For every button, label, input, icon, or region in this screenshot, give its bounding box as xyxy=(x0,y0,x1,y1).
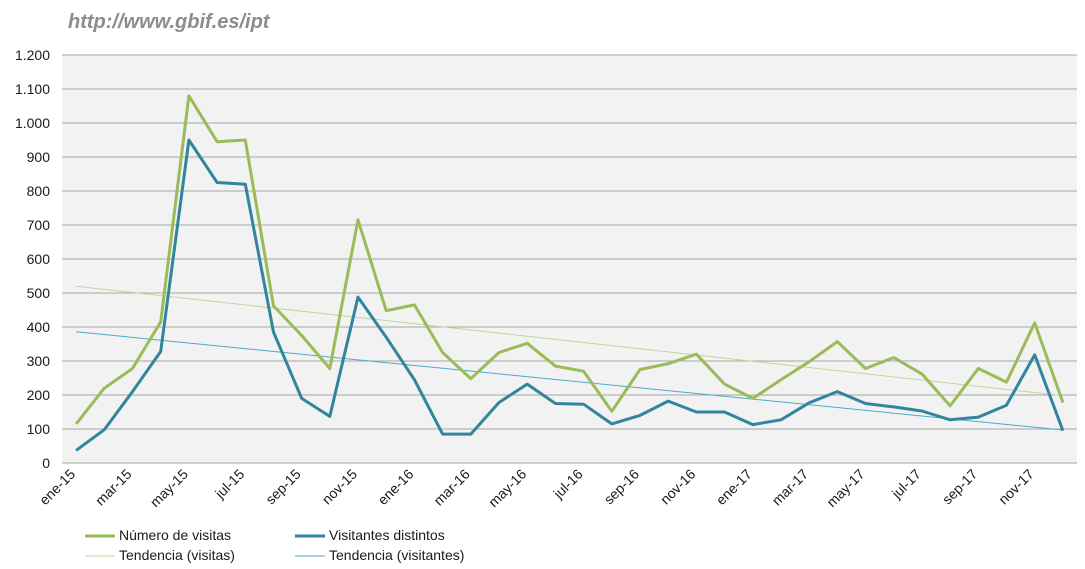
legend: Número de visitas Visitantes distintos T… xyxy=(85,527,464,563)
series-line xyxy=(75,138,1065,452)
x-tick-label: mar-17 xyxy=(769,466,812,509)
legend-label-trend-visitors: Tendencia (visitantes) xyxy=(329,547,464,563)
x-tick-label: nov-15 xyxy=(319,466,361,508)
y-tick-label: 0 xyxy=(42,455,50,471)
y-tick-label: 500 xyxy=(27,285,51,301)
x-tick-label: sep-15 xyxy=(262,466,304,508)
y-tick-label: 600 xyxy=(27,251,51,267)
y-tick-label: 1.200 xyxy=(15,47,50,63)
source-url: http://www.gbif.es/ipt xyxy=(68,11,271,33)
y-tick-label: 200 xyxy=(27,387,51,403)
x-tick-label: jul-17 xyxy=(888,466,924,502)
x-tick-label: sep-16 xyxy=(601,466,643,508)
y-tick-label: 100 xyxy=(27,421,51,437)
x-tick-label: may-16 xyxy=(485,466,529,510)
y-axis-tick-labels: 0 100 200 300 400 500 600 700 800 900 1.000 1.100 1.… xyxy=(15,47,50,471)
x-axis-tick-labels: ene-15 mar-15 may-15 jul-15 sep-15 nov-15 ene-… xyxy=(36,466,1037,510)
trendlines xyxy=(76,285,1063,431)
x-tick-label: ene-16 xyxy=(374,466,416,508)
gridlines xyxy=(62,54,1077,464)
y-tick-label: 800 xyxy=(27,183,51,199)
x-tick-label: ene-15 xyxy=(36,466,78,508)
x-tick-label: may-17 xyxy=(823,466,867,510)
x-tick-label: may-15 xyxy=(147,466,191,510)
x-tick-label: nov-16 xyxy=(657,466,699,508)
legend-label-trend-visits: Tendencia (visitas) xyxy=(119,547,235,563)
x-tick-label: jul-16 xyxy=(549,466,585,502)
x-tick-label: mar-15 xyxy=(92,466,135,509)
y-tick-label: 900 xyxy=(27,149,51,165)
y-tick-label: 1.000 xyxy=(15,115,50,131)
data-series xyxy=(74,94,1065,452)
y-tick-label: 300 xyxy=(27,353,51,369)
legend-label-visits: Número de visitas xyxy=(119,527,231,543)
x-tick-label: mar-16 xyxy=(430,466,473,509)
y-tick-label: 700 xyxy=(27,217,51,233)
x-tick-label: ene-17 xyxy=(713,466,755,508)
trendline xyxy=(76,285,1063,397)
legend-label-visitors: Visitantes distintos xyxy=(329,527,445,543)
series-line xyxy=(74,94,1065,425)
y-tick-label: 400 xyxy=(27,319,51,335)
x-tick-label: nov-17 xyxy=(995,466,1037,508)
x-tick-label: sep-17 xyxy=(939,466,981,508)
y-tick-label: 1.100 xyxy=(15,81,50,97)
x-tick-label: jul-15 xyxy=(211,466,247,502)
trendline xyxy=(76,331,1063,431)
